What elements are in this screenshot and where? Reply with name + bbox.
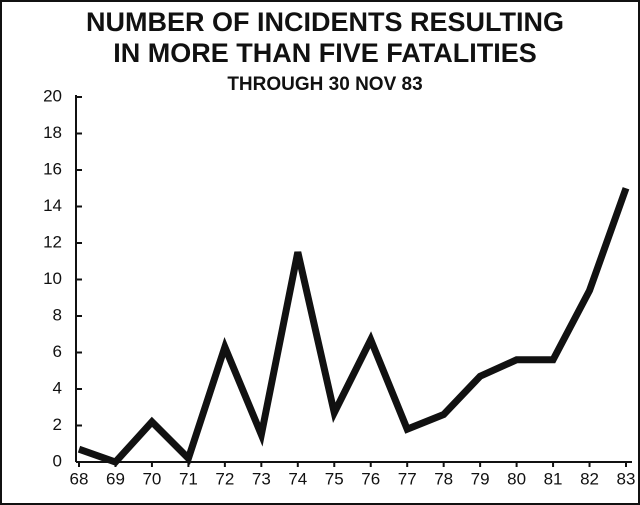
x-tick-label: 73	[252, 469, 271, 488]
x-tick-label: 71	[179, 469, 198, 488]
x-tick-label: 69	[106, 469, 125, 488]
y-tick-label: 16	[43, 159, 62, 178]
y-tick-label: 2	[53, 415, 62, 434]
y-tick-label: 10	[43, 269, 62, 288]
x-tick-label: 72	[215, 469, 234, 488]
y-tick-label: 0	[53, 451, 62, 470]
x-tick-label: 83	[617, 469, 636, 488]
x-tick-label: 80	[507, 469, 526, 488]
x-tick-label: 70	[142, 469, 161, 488]
x-tick-label: 76	[361, 469, 380, 488]
y-tick-label: 4	[53, 378, 62, 397]
y-tick-label: 14	[43, 196, 62, 215]
x-tick-label: 78	[434, 469, 453, 488]
data-line	[77, 187, 630, 467]
x-tick-label: 75	[325, 469, 344, 488]
x-tick-label: 74	[288, 469, 307, 488]
y-tick-label: 6	[53, 342, 62, 361]
x-tick-label: 68	[70, 469, 89, 488]
x-tick-label: 77	[398, 469, 417, 488]
x-tick-label: 82	[580, 469, 599, 488]
chart-title: NUMBER OF INCIDENTS RESULTING	[86, 7, 564, 37]
chart-subtitle: THROUGH 30 NOV 83	[227, 74, 422, 95]
x-tick-label: 81	[544, 469, 563, 488]
x-tick-label: 79	[471, 469, 490, 488]
y-tick-label: 12	[43, 232, 62, 251]
y-tick-label: 8	[53, 305, 62, 324]
chart-title: IN MORE THAN FIVE FATALITIES	[113, 38, 537, 68]
y-tick-label: 18	[43, 123, 62, 142]
y-tick-label: 20	[43, 86, 62, 105]
